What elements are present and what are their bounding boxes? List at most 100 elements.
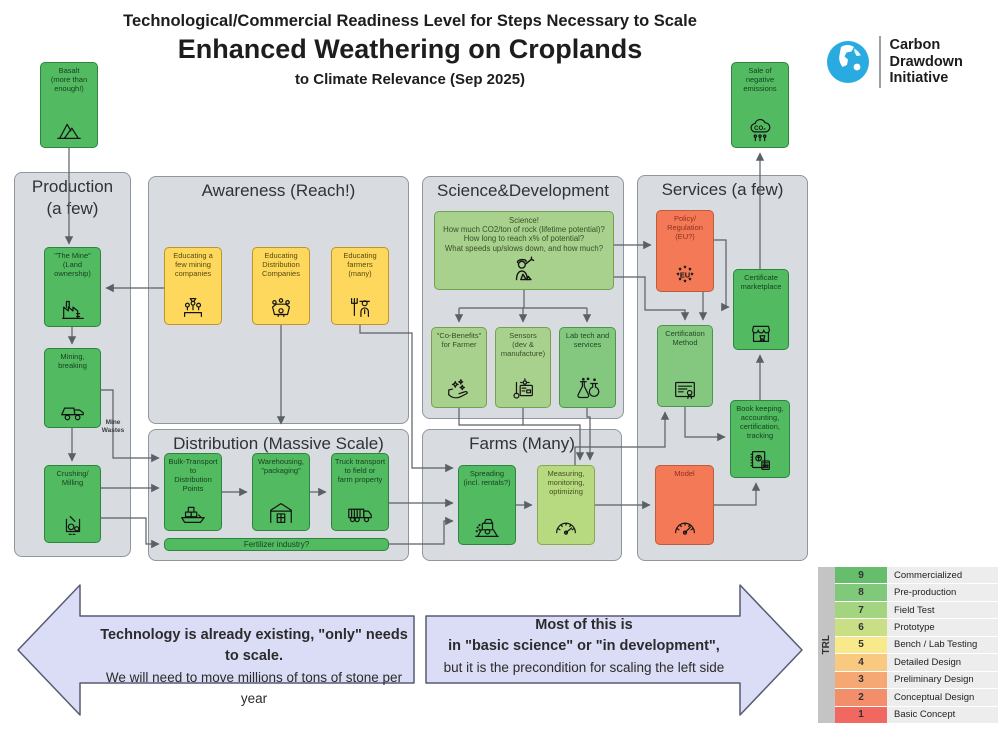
section-services-title: Services (a few): [661, 180, 784, 199]
node-science-questions: Science! How much CO2/ton of rock (lifet…: [434, 211, 614, 290]
spreader-machine-icon: [473, 513, 501, 541]
node-certification-method: Certification Method: [657, 325, 713, 407]
boardroom-table-icon: [267, 293, 295, 321]
trl-name: Basic Concept: [887, 706, 998, 723]
node-mining-breaking: Mining, breaking: [44, 348, 101, 428]
node-crushing-milling: Crushing/ Milling: [44, 465, 101, 543]
svg-text:EU: EU: [680, 270, 690, 279]
node-sensors: Sensors (dev & manufacture): [495, 327, 551, 408]
node-co-benefits: "Co-Benefits" for Farmer: [431, 327, 487, 408]
logo-divider: [879, 36, 881, 88]
trl-name: Bench / Lab Testing: [887, 636, 998, 654]
trl-level: 6: [835, 619, 887, 636]
node-truck-transport-label: Truck transport to field or farm propert…: [334, 457, 386, 484]
node-certificate-marketplace-label: Certificate marketplace: [740, 273, 782, 291]
trl-level: 8: [835, 584, 887, 601]
trl-level: 4: [835, 654, 887, 671]
title-line2: Enhanced Weathering on Croplands: [177, 34, 643, 64]
trl-row: 6 Prototype: [835, 619, 998, 636]
node-spreading: Spreading (incl. rentals?): [458, 465, 516, 545]
scientist-icon: [508, 254, 540, 286]
trl-name: Preliminary Design: [887, 671, 998, 689]
co2-emissions-icon: CO₂: [746, 116, 774, 144]
node-policy-regulation: Policy/ Regulation (EU?) EU: [656, 210, 714, 292]
trl-row: 8 Pre-production: [835, 584, 998, 601]
node-lab-tech-label: Lab tech and services: [565, 331, 610, 349]
trl-name: Pre-production: [887, 584, 998, 601]
trl-name: Commercialized: [887, 567, 998, 584]
trl-rows: 9 Commercialized 8 Pre-production 7 Field Tes…: [835, 567, 998, 723]
warehouse-icon: [267, 499, 295, 527]
node-certification-method-label: Certification Method: [665, 329, 705, 347]
node-bulk-transport: Bulk-Transport to Distribution Points: [164, 453, 222, 531]
node-spreading-label: Spreading (incl. rentals?): [463, 469, 511, 487]
node-measuring: Measuring, monitoring, optimizing: [537, 465, 595, 545]
node-the-mine: "The Mine" (Land ownership): [44, 247, 101, 327]
truck-icon: [346, 499, 374, 527]
left-scaling-arrow: [17, 584, 415, 716]
right-arrow-line3: but it is the precondition for scaling t…: [443, 660, 725, 675]
trl-level: 9: [835, 567, 887, 584]
section-production-title: Production (a few): [31, 177, 114, 219]
trl-row: 4 Detailed Design: [835, 654, 998, 671]
trl-axis-text: TRL: [821, 635, 832, 655]
mine-factory-icon: [59, 295, 87, 323]
right-arrow-text: Most of this is in "basic science" or "i…: [434, 615, 734, 678]
trl-name: Conceptual Design: [887, 689, 998, 706]
node-fertilizer-label: Fertilizer industry?: [243, 539, 310, 549]
trl-row: 2 Conceptual Design: [835, 689, 998, 706]
trl-level: 5: [835, 636, 887, 654]
node-model-label: Model: [674, 469, 695, 478]
cargo-ship-icon: [179, 499, 207, 527]
title-line3: to Climate Relevance (Sep 2025): [294, 71, 526, 88]
node-warehousing: Warehousing, "packaging": [252, 453, 310, 531]
gauge-icon: [671, 513, 699, 541]
node-model: Model: [655, 465, 714, 545]
node-crushing-label: Crushing/ Milling: [56, 469, 89, 487]
farmer-pitchfork-icon: [346, 293, 374, 321]
carbon-drawdown-logo: Carbon Drawdown Initiative: [826, 36, 963, 88]
node-book-keeping: Book keeping, accounting, certification,…: [730, 400, 790, 478]
trl-level: 7: [835, 601, 887, 619]
crusher-icon: [59, 511, 87, 539]
node-basalt: Basalt (more than enough!): [40, 62, 98, 148]
globe-icon: [827, 41, 869, 83]
trl-row: 9 Commercialized: [835, 567, 998, 584]
node-policy-label: Policy/ Regulation (EU?): [667, 214, 703, 241]
section-science-title: Science&Development: [437, 181, 609, 200]
node-sale-negative-emissions: Sale of negative emissions CO₂: [731, 62, 789, 148]
trl-name: Prototype: [887, 619, 998, 636]
eu-stars-icon: EU: [671, 260, 699, 288]
trl-axis-label: TRL: [818, 567, 835, 723]
node-certificate-marketplace: Certificate marketplace: [733, 269, 789, 350]
left-arrow-line2: We will need to move millions of tons of…: [105, 670, 403, 706]
right-arrow-line1: Most of this is: [535, 617, 633, 633]
trl-legend: TRL 9 Commercialized 8 Pre-production 7 Field…: [818, 567, 998, 723]
hand-sparkles-icon: [445, 376, 473, 404]
node-co-benefits-label: "Co-Benefits" for Farmer: [436, 331, 482, 349]
sensor-board-icon: [509, 376, 537, 404]
left-arrow-line1: Technology is already existing, "only" n…: [100, 627, 408, 664]
svg-text:CO₂: CO₂: [754, 126, 766, 132]
section-farms-title: Farms (Many): [469, 434, 575, 453]
trl-name: Field Test: [887, 601, 998, 619]
node-educating-farmers-label: Educating farmers (many): [343, 251, 377, 278]
node-educating-mining: Educating a few mining companies: [164, 247, 222, 325]
node-science-questions-label: Science! How much CO2/ton of rock (lifet…: [443, 216, 605, 253]
node-bulk-transport-label: Bulk-Transport to Distribution Points: [168, 457, 218, 493]
speedometer-icon: [552, 513, 580, 541]
mine-wastes-label: Mine Wastes: [101, 419, 125, 434]
trl-name: Detailed Design: [887, 654, 998, 671]
node-sale-label: Sale of negative emissions: [743, 66, 777, 93]
node-sensors-label: Sensors (dev & manufacture): [500, 331, 546, 358]
node-the-mine-label: "The Mine" (Land ownership): [54, 251, 91, 278]
logo-wordmark: Carbon Drawdown Initiative: [889, 37, 963, 87]
trl-level: 3: [835, 671, 887, 689]
node-educating-mining-label: Educating a few mining companies: [173, 251, 213, 278]
right-arrow-line2: in "basic science" or "in development",: [448, 638, 720, 654]
node-mining-label: Mining, breaking: [58, 352, 87, 370]
node-truck-transport: Truck transport to field or farm propert…: [331, 453, 389, 531]
node-educating-distribution-label: Educating Distribution Companies: [262, 251, 300, 278]
trl-level: 2: [835, 689, 887, 706]
